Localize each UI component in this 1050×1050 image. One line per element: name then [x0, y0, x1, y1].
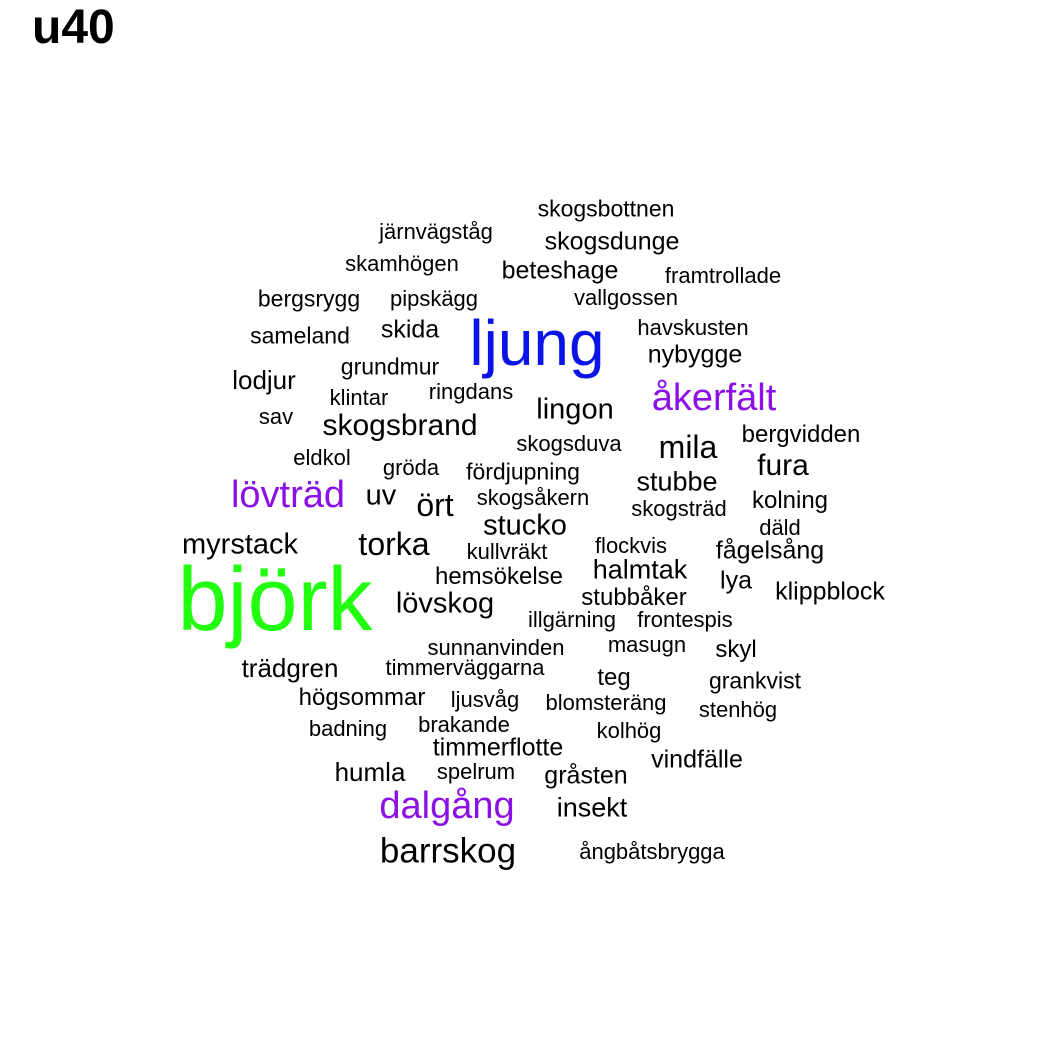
word-23: fågelsång: [715, 536, 825, 565]
word-66: järnvägståg: [379, 219, 493, 244]
word-72: brakande: [418, 712, 510, 737]
word-11: fura: [757, 449, 809, 482]
word-9: ört: [416, 487, 454, 523]
word-29: skida: [380, 315, 440, 344]
word-33: hemsökelse: [434, 563, 564, 590]
word-40: grankvist: [708, 667, 802, 694]
word-57: däld: [759, 515, 801, 540]
word-18: halmtak: [592, 554, 688, 585]
word-38: skyl: [715, 636, 757, 663]
word-16: uv: [365, 479, 397, 512]
word-51: masugn: [607, 632, 687, 657]
word-35: kolning: [751, 487, 829, 514]
word-52: eldkol: [293, 445, 351, 470]
word-17: stubbe: [636, 466, 718, 497]
word-30: timmerflotte: [432, 733, 564, 762]
word-25: lya: [720, 566, 752, 595]
word-56: skogsträd: [631, 496, 727, 521]
word-3: åkerfält: [651, 377, 777, 419]
word-36: bergvidden: [741, 421, 861, 448]
word-24: klippblock: [775, 577, 885, 606]
word-48: illgärning: [527, 607, 617, 632]
word-45: bergsrygg: [257, 285, 361, 312]
word-37: teg: [597, 664, 631, 691]
word-42: skogsbottnen: [537, 195, 675, 222]
word-59: klintar: [329, 385, 389, 410]
word-55: skogsåkern: [476, 485, 590, 510]
word-13: lingon: [536, 393, 614, 426]
word-50: sunnanvinden: [427, 635, 565, 660]
word-27: beteshage: [501, 256, 619, 285]
word-71: badning: [308, 716, 388, 741]
word-34: stubbåker: [581, 584, 687, 611]
word-8: torka: [358, 526, 430, 562]
word-7: mila: [658, 429, 718, 465]
word-62: vallgossen: [574, 285, 678, 310]
word-69: blomsteräng: [545, 690, 667, 715]
word-15: lövskog: [395, 587, 495, 620]
word-1: björk: [177, 550, 373, 650]
word-12: myrstack: [182, 528, 298, 561]
word-43: sameland: [250, 322, 350, 349]
page-title: u40: [32, 1, 115, 54]
word-64: skamhögen: [345, 251, 459, 276]
word-65: framtrollade: [664, 263, 782, 288]
word-28: nybygge: [647, 340, 743, 369]
word-67: timmerväggarna: [385, 655, 545, 680]
word-2: ljung: [469, 307, 605, 379]
word-70: stenhög: [698, 697, 778, 722]
word-31: gråsten: [544, 761, 628, 790]
word-58: sav: [258, 404, 294, 429]
word-5: dalgång: [379, 785, 515, 827]
word-74: spelrum: [436, 759, 516, 784]
word-20: trädgren: [241, 653, 339, 683]
word-14: stucko: [483, 509, 567, 542]
word-21: humla: [334, 757, 406, 787]
word-54: skogsduva: [516, 431, 622, 456]
word-10: skogsbrand: [322, 409, 478, 442]
word-22: lodjur: [232, 365, 296, 395]
word-75: ångbåtsbrygga: [579, 839, 725, 864]
word-63: pipskägg: [389, 286, 479, 311]
word-73: kolhög: [596, 718, 662, 743]
word-39: högsommar: [298, 684, 426, 711]
word-47: flockvis: [594, 533, 668, 558]
word-6: barrskog: [379, 831, 517, 871]
word-61: havskusten: [637, 315, 749, 340]
word-53: gröda: [382, 455, 440, 480]
word-19: insekt: [556, 792, 628, 823]
word-4: lövträd: [230, 474, 346, 516]
word-32: vindfälle: [651, 745, 743, 774]
word-46: kullvräkt: [466, 539, 548, 564]
word-68: ljusvåg: [450, 687, 520, 712]
word-26: skogsdunge: [544, 227, 680, 256]
word-49: frontespis: [637, 607, 733, 632]
word-60: ringdans: [428, 379, 514, 404]
word-44: grundmur: [340, 353, 440, 380]
word-41: fördjupning: [466, 458, 580, 485]
